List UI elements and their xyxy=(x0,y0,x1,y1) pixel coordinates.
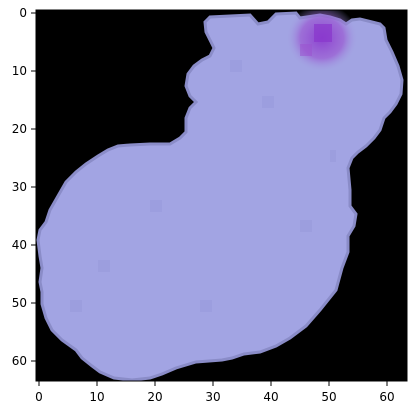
x-axis xyxy=(38,381,388,386)
y-tick-label: 50 xyxy=(12,296,27,310)
cell-texture xyxy=(70,60,336,312)
stain-core xyxy=(314,24,332,42)
x-tick-label: 40 xyxy=(263,390,278,404)
x-tick-label: 10 xyxy=(89,390,104,404)
y-tick-label: 0 xyxy=(19,6,27,20)
y-tick-label: 60 xyxy=(12,354,27,368)
x-tick-label: 0 xyxy=(35,390,43,404)
x-tick-label: 30 xyxy=(205,390,220,404)
y-tick-label: 40 xyxy=(12,238,27,252)
y-tick-label: 30 xyxy=(12,180,27,194)
x-tick-label: 50 xyxy=(321,390,336,404)
x-tick-label: 60 xyxy=(379,390,394,404)
x-tick-label: 20 xyxy=(147,390,162,404)
y-axis xyxy=(31,12,36,362)
cell-blob xyxy=(36,11,404,381)
y-tick-label: 20 xyxy=(12,122,27,136)
stain-tail xyxy=(300,44,312,56)
y-tick-label: 10 xyxy=(12,64,27,78)
axes-frame xyxy=(35,9,408,382)
